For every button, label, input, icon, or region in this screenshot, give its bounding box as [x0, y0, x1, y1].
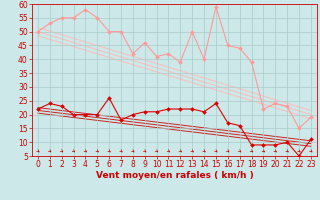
X-axis label: Vent moyen/en rafales ( km/h ): Vent moyen/en rafales ( km/h ) — [96, 171, 253, 180]
